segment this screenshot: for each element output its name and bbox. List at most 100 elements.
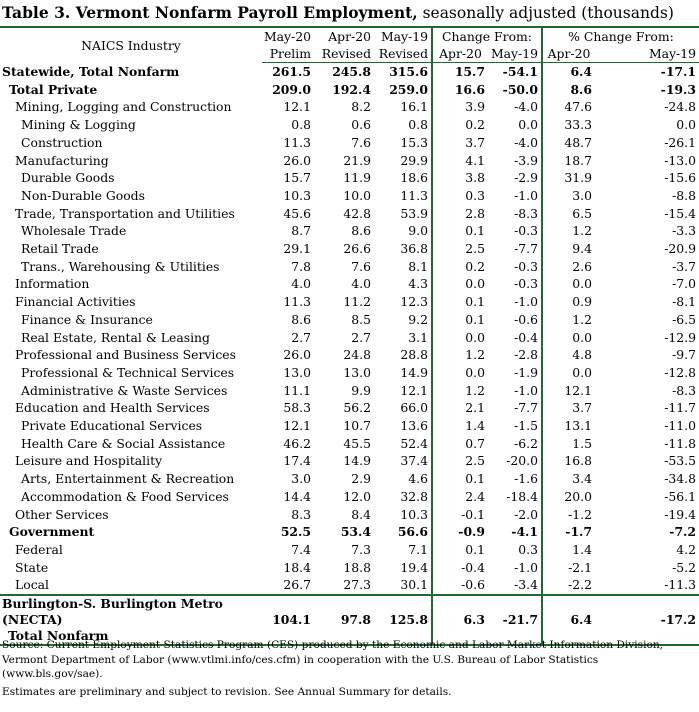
row-value: -0.6 (514, 311, 538, 327)
row-value: 18.7 (541, 151, 595, 170)
row-value: 56.6 (397, 524, 428, 540)
row-value: 29.1 (283, 241, 311, 257)
row-value: 3.0 (541, 186, 595, 205)
col-may20-sub: Prelim (262, 45, 314, 63)
metro-row: Burlington-S. Burlington Metro (NECTA) To… (0, 594, 699, 647)
row-value: 4.3 (408, 276, 428, 292)
row-value: -2.1 (541, 558, 595, 577)
row-value: 2.5 (431, 452, 488, 471)
row-value: 30.1 (400, 577, 428, 593)
row-value: 9.9 (351, 382, 371, 398)
row-value: 0.0 (431, 363, 488, 382)
row-label: Total Private (9, 81, 98, 97)
row-value: 7.8 (291, 258, 311, 274)
row-label: Construction (21, 134, 103, 150)
row-value: 2.7 (291, 329, 311, 345)
row-value: 2.9 (351, 471, 371, 487)
row-value: 4.8 (541, 346, 595, 364)
table-row: Statewide, Total Nonfarm 261.5 245.8 315.6 1… (0, 62, 699, 81)
metro-value: 104.1 (262, 594, 314, 647)
table-row: Trade, Transportation and Utilities 45.6 4… (0, 204, 699, 223)
row-value: 315.6 (389, 64, 428, 79)
row-value: 8.6 (291, 311, 311, 327)
row-value: -2.2 (541, 576, 595, 596)
row-value: 29.9 (400, 152, 428, 168)
row-value: 12.1 (283, 418, 311, 434)
row-label: Information (15, 276, 90, 292)
row-value: 209.0 (272, 81, 311, 97)
table-row: Local 26.7 27.3 30.1 -0.6 -3.4 -2.2 -11.3 (0, 576, 699, 596)
table-title-rest: seasonally adjusted (thousands) (417, 4, 674, 22)
row-value: 0.1 (431, 293, 488, 311)
table-row: Government 52.5 53.4 56.6 -0.9 -4.1 -1.7 -7.2 (0, 523, 699, 541)
row-value: -1.0 (514, 187, 538, 203)
row-value: 18.4 (283, 559, 311, 575)
row-label: Professional & Technical Services (21, 364, 235, 380)
table-row: Trans., Warehousing & Utilities 7.8 7.6 8.1… (0, 257, 699, 276)
row-value: -3.9 (514, 152, 538, 168)
row-value: 32.8 (400, 488, 428, 504)
table-row: State 18.4 18.8 19.4 -0.4 -1.0 -2.1 -5.2 (0, 558, 699, 577)
row-value: 7.3 (351, 541, 371, 557)
row-value: -6.2 (514, 435, 538, 451)
row-value: 11.9 (343, 170, 371, 186)
row-value: 11.3 (400, 187, 428, 203)
row-value: 0.3 (431, 186, 488, 205)
row-value: 16.1 (400, 99, 428, 115)
row-value: 0.3 (518, 541, 538, 557)
row-value: -11.8 (664, 435, 696, 451)
header-row-2: Prelim Revised Revised Apr-20 May-19 Apr… (0, 45, 699, 63)
row-value: 28.8 (400, 347, 428, 363)
row-value: 1.5 (541, 434, 595, 453)
metro-label-line1: Burlington-S. Burlington Metro (NECTA) (2, 596, 223, 628)
row-value: 7.6 (351, 134, 371, 150)
table-row: Total Private 209.0 192.4 259.0 16.6 -50.0 8.6… (0, 80, 699, 99)
row-value: 42.8 (343, 205, 371, 221)
row-value: -12.9 (664, 329, 696, 345)
table-row: Other Services 8.3 8.4 10.3 -0.1 -2.0 -1.2 -19.… (0, 505, 699, 524)
row-value: -8.3 (672, 382, 696, 398)
row-label: Government (9, 524, 95, 540)
row-value: -20.9 (664, 241, 696, 257)
row-value: 6.5 (541, 204, 595, 223)
row-value: -0.3 (514, 223, 538, 239)
row-value: 0.8 (408, 117, 428, 133)
table-row: Information 4.0 4.0 4.3 0.0 -0.3 0.0 -7.0 (0, 275, 699, 294)
row-value: 14.9 (343, 453, 371, 469)
row-value: 261.5 (272, 64, 311, 79)
row-value: -2.0 (514, 506, 538, 522)
table-row: Non-Durable Goods 10.3 10.0 11.3 0.3 -1.0 3.0 -… (0, 186, 699, 205)
row-value: 52.4 (400, 435, 428, 451)
row-value: 245.8 (332, 64, 371, 79)
row-label: Education and Health Services (15, 400, 210, 416)
row-value: 10.3 (283, 187, 311, 203)
table-row: Wholesale Trade 8.7 8.6 9.0 0.1 -0.3 1.2 -3.3 (0, 222, 699, 241)
row-value: 31.9 (541, 169, 595, 187)
table-row: Arts, Entertainment & Recreation 3.0 2.9 4.… (0, 470, 699, 488)
row-value: 8.3 (291, 506, 311, 522)
row-value: -54.1 (502, 64, 538, 79)
row-value: 11.3 (283, 134, 311, 150)
row-value: -8.8 (672, 187, 696, 203)
row-value: 0.2 (431, 116, 488, 134)
row-value: -4.1 (511, 524, 538, 540)
row-value: -34.8 (664, 471, 696, 487)
naics-header: NAICS Industry (0, 26, 262, 63)
row-value: -0.6 (431, 576, 488, 596)
col-may19-sub: Revised (374, 45, 432, 63)
row-value: 1.4 (541, 540, 595, 559)
row-value: 26.0 (283, 347, 311, 363)
col-may19-header: May-19 (374, 26, 432, 45)
table-row: Manufacturing 26.0 21.9 29.9 4.1 -3.9 18.7 -13.… (0, 151, 699, 170)
row-value: 3.7 (431, 133, 488, 152)
row-value: 3.0 (291, 471, 311, 487)
table-row: Administrative & Waste Services 11.1 9.9 12… (0, 381, 699, 400)
table-row: Durable Goods 15.7 11.9 18.6 3.8 -2.9 31.9 -15.… (0, 169, 699, 187)
row-value: -1.0 (514, 559, 538, 575)
row-value: 8.6 (351, 223, 371, 239)
row-label: Professional and Business Services (15, 347, 236, 363)
row-value: 47.6 (541, 98, 595, 117)
metro-value: 6.3 (431, 594, 488, 647)
row-value: 3.4 (541, 470, 595, 488)
row-value: 58.3 (283, 400, 311, 416)
